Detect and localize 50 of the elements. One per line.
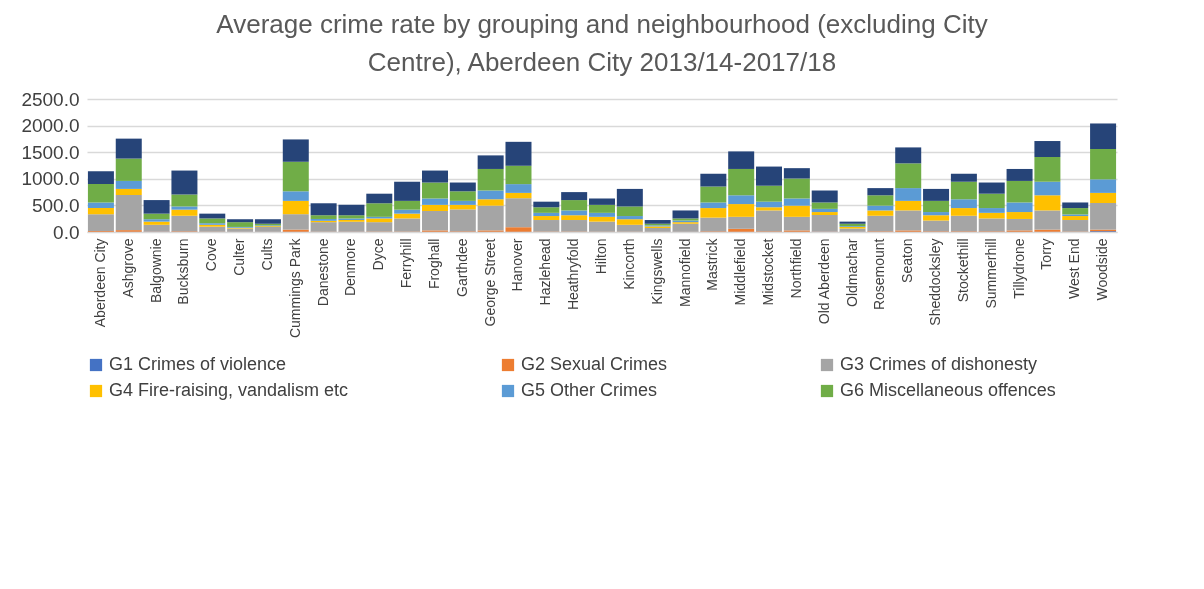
x-tick-label: Ferryhill <box>398 238 415 289</box>
x-tick-label: Danestone <box>314 238 331 307</box>
x-tick-label: Kincorth <box>620 238 637 290</box>
x-tick-label: Summerhill <box>982 238 999 309</box>
x-tick-label: Torry <box>1038 238 1055 270</box>
legend-label: G1 Crimes of violence <box>109 354 287 374</box>
legend-label: G3 Crimes of dishonesty <box>840 354 1038 374</box>
x-tick-label: Cove <box>203 238 220 272</box>
x-tick-label: Denmore <box>342 238 359 297</box>
y-tick-label: 1000.0 <box>21 168 80 190</box>
x-tick-label: Midstocket <box>760 238 777 306</box>
y-tick-label: 2500.0 <box>21 88 80 110</box>
x-tick-label: Dyce <box>370 238 387 271</box>
x-tick-label: Mannofield <box>676 238 693 307</box>
x-tick-label: George Street <box>481 238 498 327</box>
x-tick-label: Oldmachar <box>843 238 860 307</box>
x-tick-label: Sheddocksley <box>927 238 944 326</box>
x-tick-label: Kingswells <box>648 238 665 305</box>
x-tick-label: Middlefield <box>732 238 749 306</box>
legend-label: G2 Sexual Crimes <box>521 354 668 374</box>
legend-label: G4 Fire-raising, vandalism etc <box>109 380 349 400</box>
x-tick-label: Hazlehead <box>537 238 554 306</box>
x-tick-label: Balgownie <box>147 238 164 304</box>
y-tick-label: 0.0 <box>53 221 80 243</box>
y-tick-label: 1500.0 <box>21 141 80 163</box>
x-tick-label: Rosemount <box>871 238 888 311</box>
x-tick-label: Tillydrone <box>1010 238 1027 299</box>
chart-title: Average crime rate by grouping and neighbourhood (excluding City Centre), Aberdeen City 2013/14-2017/18 <box>216 9 988 77</box>
x-tick-label: Stockethill <box>954 238 971 303</box>
x-tick-label: Mastrick <box>704 237 721 291</box>
x-tick-label: Culter <box>231 238 248 276</box>
y-tick-label: 2000.0 <box>21 115 80 137</box>
x-tick-label: Northfield <box>787 238 804 299</box>
x-tick-label: Seaton <box>899 238 916 283</box>
x-tick-label: Hanover <box>509 238 526 292</box>
x-tick-label: Aberdeen City <box>91 238 108 328</box>
legend-label: G6 Miscellaneous offences <box>840 380 1056 400</box>
x-tick-label: Cults <box>258 238 275 271</box>
x-tick-label: Old Aberdeen <box>815 238 832 325</box>
x-tick-label: Garthdee <box>453 238 470 297</box>
x-tick-label: Ashgrove <box>119 238 136 298</box>
x-tick-label: Bucksburn <box>175 238 192 305</box>
x-tick-label: Hilton <box>593 238 609 275</box>
x-tick-label: Woodside <box>1094 238 1111 301</box>
y-tick-label: 500.0 <box>31 194 80 216</box>
x-tick-label: Cummings Park <box>286 237 303 339</box>
x-tick-label: West End <box>1066 238 1083 299</box>
x-tick-label: Heathryfold <box>565 238 582 311</box>
legend-label: G5 Other Crimes <box>521 380 658 400</box>
x-tick-label: Froghall <box>425 238 442 290</box>
